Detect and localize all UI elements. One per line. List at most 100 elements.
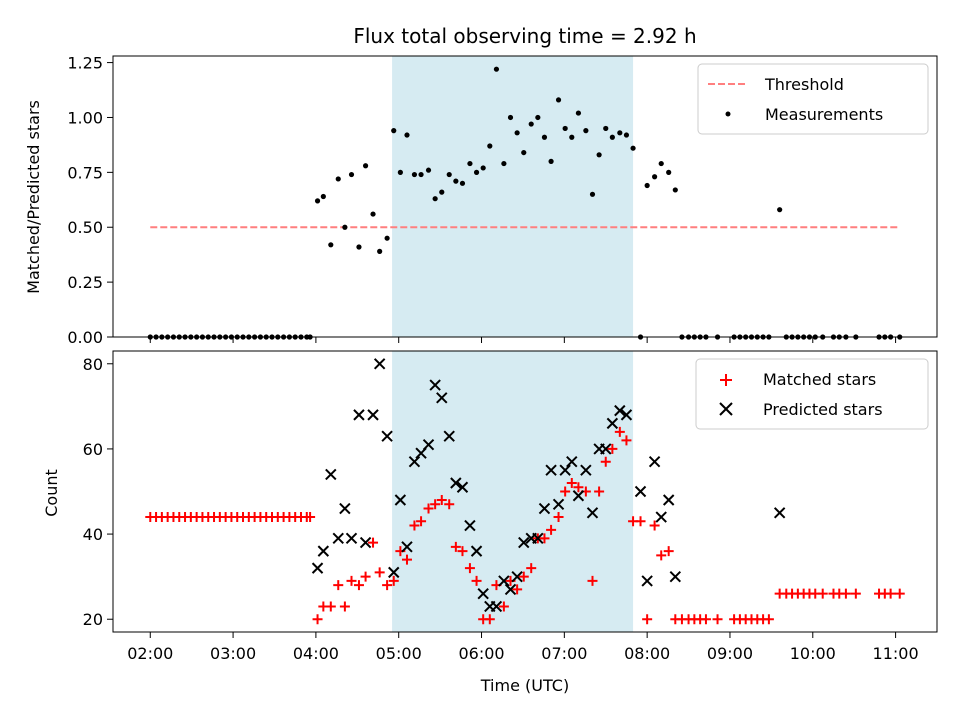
matched-star-point bbox=[700, 614, 711, 625]
matched-star-point bbox=[305, 512, 316, 523]
predicted-star-point bbox=[614, 404, 626, 417]
predicted-star-point bbox=[538, 502, 551, 515]
measurement-point bbox=[596, 152, 602, 158]
chart-title: Flux total observing time = 2.92 h bbox=[353, 24, 696, 48]
measurement-point bbox=[314, 198, 321, 204]
observing-window-shade-top bbox=[392, 56, 634, 337]
predicted-star-point bbox=[559, 464, 571, 476]
top-y-axis-label: Matched/Predicted stars bbox=[24, 100, 43, 294]
matched-star-point bbox=[423, 503, 434, 514]
predicted-star-point bbox=[381, 430, 393, 442]
measurement-point bbox=[583, 128, 589, 134]
predicted-star-point bbox=[464, 519, 476, 532]
matched-star-point bbox=[607, 443, 618, 454]
matched-stars-series bbox=[145, 426, 905, 625]
bottom-x-axis-label: Time (UTC) bbox=[480, 676, 569, 695]
matched-star-point bbox=[817, 588, 828, 599]
predicted-star-point bbox=[504, 583, 517, 596]
predicted-star-point bbox=[490, 600, 503, 613]
matched-star-point bbox=[382, 580, 393, 591]
predicted-star-point bbox=[443, 430, 455, 442]
matched-star-point bbox=[374, 567, 385, 578]
measurement-point bbox=[644, 182, 650, 189]
x-tick-label: 02:00 bbox=[127, 644, 173, 663]
matched-star-point bbox=[885, 588, 896, 599]
matched-star-point bbox=[360, 571, 371, 582]
y-tick-label: 0.75 bbox=[67, 163, 103, 182]
measurement-point bbox=[446, 171, 452, 178]
measurement-point bbox=[335, 176, 341, 182]
predicted-star-point bbox=[311, 562, 324, 574]
measurement-point bbox=[541, 134, 548, 140]
measurements-legend-label: Measurements bbox=[765, 105, 883, 124]
x-tick-label: 05:00 bbox=[376, 644, 422, 663]
measurement-point bbox=[672, 187, 678, 193]
matched-star-point bbox=[894, 588, 905, 599]
measurement-point bbox=[630, 145, 636, 151]
predicted-star-point bbox=[450, 477, 462, 489]
matched-star-point bbox=[484, 614, 495, 625]
bottom-y-axis-label: Count bbox=[42, 469, 61, 517]
measurement-point bbox=[453, 178, 459, 184]
measurement-point bbox=[459, 180, 466, 186]
measurement-point bbox=[575, 110, 582, 116]
y-tick-label: 1.25 bbox=[67, 54, 103, 73]
matched-star-point bbox=[649, 520, 660, 531]
measurement-point bbox=[555, 97, 562, 103]
matched-legend-label: Matched stars bbox=[763, 370, 876, 389]
matched-star-point bbox=[512, 584, 523, 595]
matched-star-point bbox=[850, 588, 861, 599]
bottom-axes-frame bbox=[112, 350, 938, 633]
measurement-point bbox=[535, 114, 541, 121]
matched-star-point bbox=[526, 563, 537, 574]
matched-star-point bbox=[450, 541, 461, 552]
matched-star-point bbox=[635, 516, 646, 527]
predicted-star-point bbox=[422, 438, 435, 451]
measurement-point bbox=[617, 130, 623, 136]
predicted-star-point bbox=[345, 532, 358, 545]
predicted-star-point bbox=[332, 532, 344, 545]
measurement-point bbox=[487, 143, 493, 149]
predicted-star-point bbox=[634, 485, 647, 498]
predicted-star-point bbox=[456, 481, 469, 493]
measurement-point bbox=[418, 171, 424, 178]
predicted-star-point bbox=[477, 587, 489, 600]
measurement-point bbox=[652, 174, 658, 180]
predicted-star-point bbox=[470, 545, 483, 557]
measurement-point bbox=[404, 132, 410, 138]
matched-star-point bbox=[621, 435, 632, 446]
predicted-star-point bbox=[572, 490, 585, 502]
matched-star-point bbox=[430, 499, 441, 510]
predicted-star-point bbox=[773, 507, 786, 519]
measurement-point bbox=[439, 189, 445, 195]
matched-star-point bbox=[401, 554, 412, 565]
predicted-star-point bbox=[511, 570, 523, 583]
y-tick-label: 0.25 bbox=[67, 273, 103, 292]
measurement-point bbox=[384, 235, 390, 241]
predicted-star-point bbox=[429, 379, 441, 391]
x-tick-label: 09:00 bbox=[707, 644, 753, 663]
matched-star-point bbox=[388, 575, 399, 586]
predicted-star-point bbox=[552, 498, 565, 510]
predicted-star-point bbox=[580, 464, 592, 476]
matched-star-point bbox=[457, 546, 468, 557]
predicted-star-point bbox=[662, 494, 675, 506]
predicted-star-point bbox=[367, 409, 379, 421]
y-tick-label: 80 bbox=[83, 355, 103, 374]
predicted-star-point bbox=[353, 409, 365, 421]
matched-star-point bbox=[566, 477, 577, 488]
matched-star-point bbox=[763, 614, 774, 625]
measurement-point bbox=[658, 160, 664, 167]
matched-star-point bbox=[518, 571, 529, 582]
measurement-point bbox=[521, 149, 527, 156]
matched-star-point bbox=[587, 575, 598, 586]
top-x-axis-ticks bbox=[149, 337, 897, 343]
matched-star-point bbox=[471, 575, 482, 586]
predicted-star-point bbox=[388, 566, 400, 579]
measurement-point bbox=[493, 66, 500, 72]
matched-star-point bbox=[594, 486, 605, 497]
predicted-legend-swatch bbox=[719, 402, 733, 416]
matched-star-point bbox=[368, 537, 379, 548]
